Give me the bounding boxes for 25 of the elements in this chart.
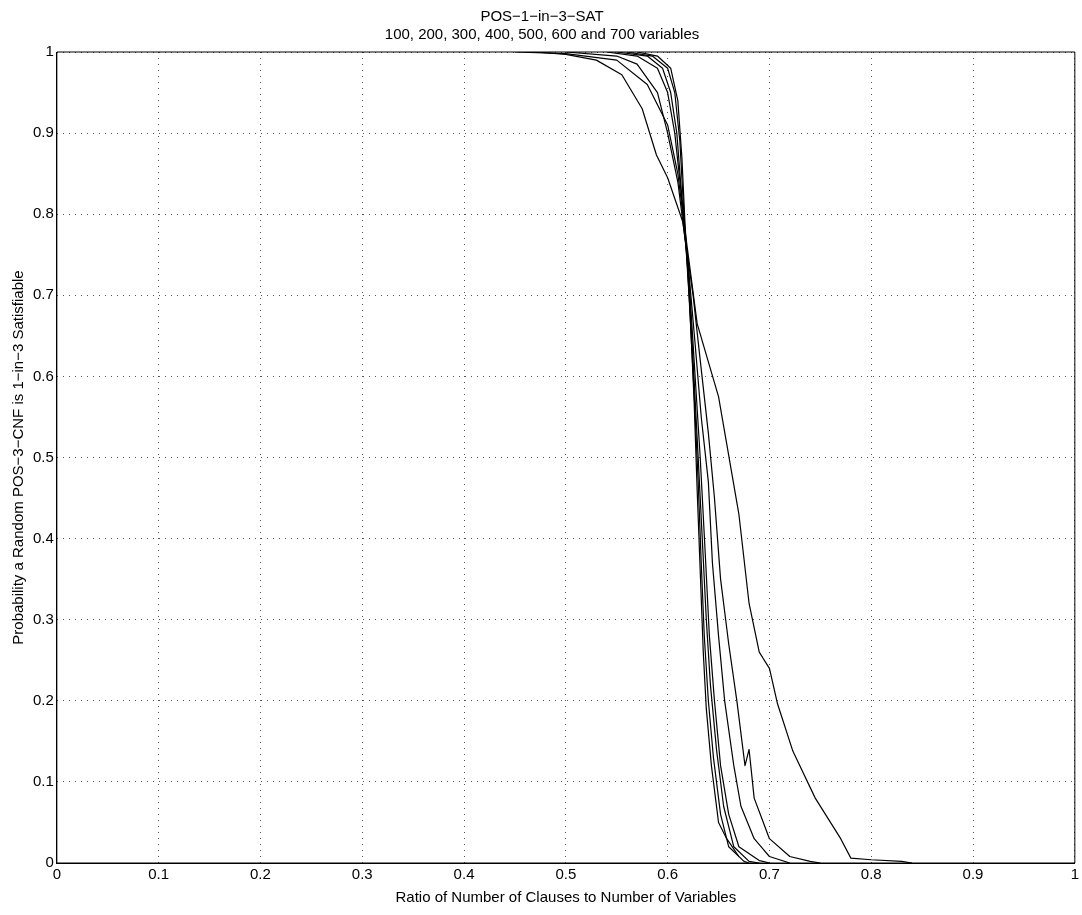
x-tick-label: 0.7 [759, 865, 780, 883]
y-tick-label: 0.5 [32, 447, 54, 465]
y-tick-label: 1 [45, 42, 54, 60]
y-axis-title: Probability a Random POS−3−CNF is 1−in−3 Satisfiable [9, 270, 27, 645]
y-tick-label: 0.3 [32, 609, 54, 627]
x-tick-label: 0.5 [555, 865, 577, 883]
x-tick-label: 0.8 [860, 865, 882, 883]
chart-subtitle: 100, 200, 300, 400, 500, 600 and 700 variables [384, 25, 700, 43]
x-tick-label: 0.3 [351, 865, 373, 883]
x-tick-label: 1 [1070, 865, 1079, 883]
x-tick-label: 0.6 [657, 865, 679, 883]
x-tick-label: 0.2 [250, 865, 271, 883]
chart-title: POS−1−in−3−SAT [480, 7, 604, 25]
x-axis-title: Ratio of Number of Clauses to Number of Variables [395, 888, 737, 906]
y-tick-label: 0.1 [32, 772, 54, 790]
y-tick-label: 0.9 [32, 123, 54, 141]
y-tick-label: 0.6 [32, 366, 54, 384]
x-tick-label: 0.1 [148, 865, 170, 883]
x-tick-label: 0.4 [453, 865, 475, 883]
y-tick-label: 0.8 [32, 204, 54, 222]
y-tick-label: 0.7 [32, 285, 54, 303]
x-tick-label: 0.9 [962, 865, 984, 883]
y-tick-label: 0.2 [32, 690, 54, 708]
y-tick-label: 0 [45, 853, 54, 871]
y-tick-label: 0.4 [32, 528, 54, 546]
